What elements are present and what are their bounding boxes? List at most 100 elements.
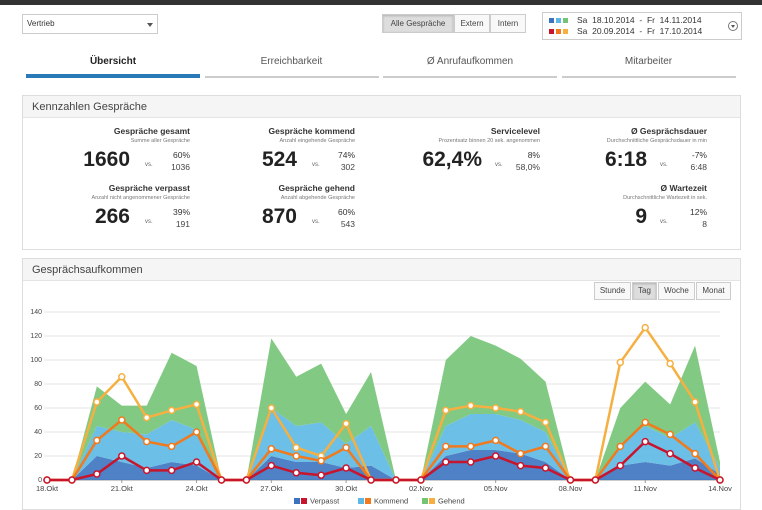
tab[interactable]: Ø Anrufaufkommen xyxy=(383,50,557,78)
compare-point xyxy=(691,398,699,406)
kpi-change: 12% xyxy=(689,207,707,217)
date-range[interactable]: Sa 18.10.2014 - Fr 14.11.2014 Sa 20.09.20… xyxy=(542,12,742,40)
y-tick-label: 100 xyxy=(30,357,42,364)
legend-swatch xyxy=(301,498,307,504)
compare-point xyxy=(616,358,625,367)
compare-point xyxy=(491,452,500,460)
x-tick-label: 02.Nov xyxy=(409,484,433,493)
area xyxy=(47,408,720,480)
filter-button[interactable]: Intern xyxy=(490,14,526,33)
kpi-change: 60% xyxy=(337,207,355,217)
compare-point xyxy=(367,476,375,484)
compare-point xyxy=(292,452,301,460)
date-toggle[interactable] xyxy=(728,21,738,31)
kpi-change: 74% xyxy=(337,150,355,160)
granularity-button[interactable]: Woche xyxy=(658,282,695,300)
compare-point xyxy=(342,443,350,452)
panel-header xyxy=(23,96,740,118)
compare-point xyxy=(217,476,226,484)
kpi-title: Servicelevel xyxy=(490,126,540,136)
kpi-title: Gespräche gesamt xyxy=(113,126,190,136)
granularity-button[interactable]: Monat xyxy=(696,282,731,300)
kpi-vs: vs. xyxy=(145,219,153,225)
tab-underline xyxy=(383,76,557,78)
kpi-value: 524 xyxy=(261,148,297,171)
kpi-subtitle: Durchschnittliche Wartezeit in sek. xyxy=(623,195,707,201)
x-tick-label: 24.Okt xyxy=(186,484,209,493)
y-tick-label: 0 xyxy=(38,477,42,484)
compare-point xyxy=(118,373,126,381)
legend-label: Kommend xyxy=(374,496,408,505)
compare-point xyxy=(93,436,101,445)
tab-underline xyxy=(204,76,379,78)
compare-point xyxy=(466,442,475,451)
kpi-subtitle: Summe aller Gespräche xyxy=(130,138,190,144)
x-tick-label: 05.Nov xyxy=(484,484,508,493)
kpi-title: Gespräche gehend xyxy=(278,183,355,193)
compare-point xyxy=(192,458,201,466)
kpi-compare: 1036 xyxy=(171,162,190,172)
kpi-value: 266 xyxy=(94,205,130,228)
compare-point xyxy=(192,400,201,409)
kpi-subtitle: Anzahl abgehende Gespräche xyxy=(280,195,355,201)
kpi-compare: 6:48 xyxy=(690,162,707,172)
area xyxy=(47,450,720,480)
compare-point xyxy=(516,449,525,458)
compare-point xyxy=(616,461,625,470)
compare-point xyxy=(541,464,550,472)
x-tick-label: 14.Nov xyxy=(708,484,732,493)
tab[interactable]: Übersicht xyxy=(26,50,200,78)
compare-point xyxy=(641,418,649,427)
y-tick-label: 20 xyxy=(34,453,42,460)
legend-swatch xyxy=(429,498,435,504)
department-label: Vertrieb xyxy=(27,19,55,28)
x-tick-label: 27.Okt xyxy=(260,484,283,493)
compare-point xyxy=(317,457,325,465)
compare-point xyxy=(466,401,475,410)
kpi-value: 1660 xyxy=(83,148,130,171)
period-swatch xyxy=(563,18,568,23)
period-swatch xyxy=(549,18,554,23)
tab[interactable]: Erreichbarkeit xyxy=(204,50,379,78)
period-label: Sa 18.10.2014 - Fr 14.11.2014 xyxy=(577,15,702,25)
compare-point xyxy=(242,476,251,484)
tab[interactable]: Mitarbeiter xyxy=(561,50,736,78)
compare-point xyxy=(267,445,276,453)
kpi-change: -7% xyxy=(691,150,707,160)
kpi-vs: vs. xyxy=(312,162,320,168)
kpi-change: 39% xyxy=(172,207,190,217)
top-bar xyxy=(0,0,762,5)
compare-point xyxy=(317,471,325,479)
legend-label: Gehend xyxy=(438,496,465,505)
period-swatch xyxy=(556,29,561,34)
x-tick-label: 08.Nov xyxy=(559,484,583,493)
filter-button[interactable]: Extern xyxy=(454,14,490,33)
period-swatch xyxy=(549,29,554,34)
compare-point xyxy=(442,458,450,466)
kpi-subtitle: Anzahl eingehende Gespräche xyxy=(279,138,355,144)
compare-point xyxy=(466,458,475,466)
compare-point xyxy=(192,428,201,436)
kpi-compare: 543 xyxy=(340,219,355,229)
legend-swatch xyxy=(294,498,300,504)
compare-point xyxy=(566,476,575,484)
compare-point xyxy=(118,416,126,424)
kpi-vs: vs. xyxy=(660,162,668,168)
compare-point xyxy=(442,406,450,415)
kpi-compare: 58,0% xyxy=(515,162,540,172)
x-tick-label: 21.Okt xyxy=(111,484,134,493)
filter-button[interactable]: Alle Gespräche xyxy=(382,14,454,33)
kpi-value: 9 xyxy=(635,205,647,228)
panel-header xyxy=(23,259,740,281)
granularity-button[interactable]: Tag xyxy=(632,282,657,300)
compare-point xyxy=(68,476,76,484)
compare-point xyxy=(167,442,176,451)
granularity-button[interactable]: Stunde xyxy=(594,282,631,300)
kpi-vs: vs. xyxy=(660,219,668,225)
kpi-vs: vs. xyxy=(145,162,153,168)
department-select[interactable]: Vertrieb xyxy=(22,14,158,34)
period-swatch xyxy=(556,18,561,23)
compare-point xyxy=(342,419,350,428)
period-label: Sa 20.09.2014 - Fr 17.10.2014 xyxy=(577,26,703,36)
